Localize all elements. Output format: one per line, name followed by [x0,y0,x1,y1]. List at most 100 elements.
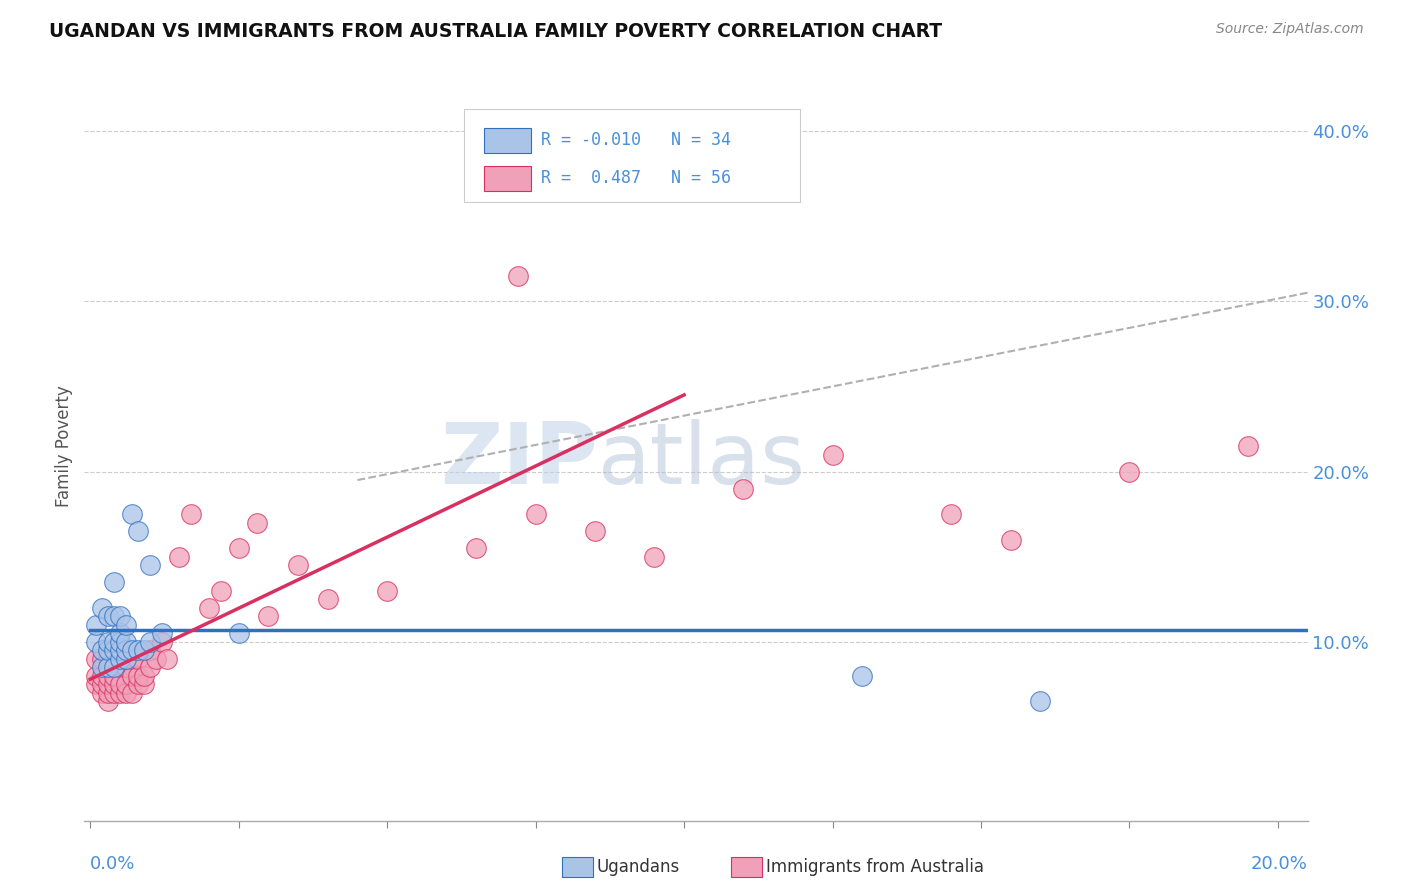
Point [156,652,179,666]
Point [127,677,149,691]
Point [97,643,120,657]
Point [127,524,149,538]
Point [115,660,138,674]
Point [138,558,160,573]
Point [108,643,131,657]
Point [121,652,143,666]
Point [97,694,120,708]
Point [115,677,138,691]
FancyBboxPatch shape [464,109,800,202]
Point [138,660,160,674]
Point [228,541,250,556]
Point [97,669,120,683]
Point [97,686,120,700]
Point [97,652,120,666]
Point [821,448,844,462]
Point [524,507,547,521]
Point [127,652,149,666]
Point [103,660,125,674]
Point [121,669,143,683]
Text: 0.0%: 0.0% [90,855,135,872]
Point [643,549,665,564]
Point [245,516,267,530]
Point [316,592,339,607]
Point [103,609,125,624]
Point [150,635,173,649]
Point [150,626,173,640]
Point [941,507,963,521]
Point [583,524,606,538]
Point [108,660,131,674]
Point [228,626,250,640]
Text: 20.0%: 20.0% [1251,855,1308,872]
Point [103,669,125,683]
Point [138,643,160,657]
Point [108,635,131,649]
Point [115,643,138,657]
Point [209,583,232,598]
Y-axis label: Family Poverty: Family Poverty [55,385,73,507]
Point [121,507,143,521]
Point [84,652,107,666]
Point [97,660,120,674]
Text: atlas: atlas [598,419,806,502]
Point [465,541,488,556]
Point [287,558,309,573]
Text: Immigrants from Australia: Immigrants from Australia [766,858,984,876]
Point [506,268,529,283]
Point [115,617,138,632]
Point [1000,533,1022,547]
Point [97,635,120,649]
Point [91,660,114,674]
Point [91,643,114,657]
Point [127,643,149,657]
Point [132,643,155,657]
Text: Ugandans: Ugandans [596,858,679,876]
Point [97,609,120,624]
Point [257,609,280,624]
Point [97,677,120,691]
Point [1118,465,1140,479]
Point [84,669,107,683]
Point [115,686,138,700]
Text: R = -0.010   N = 34: R = -0.010 N = 34 [541,131,731,149]
Point [84,677,107,691]
Point [132,677,155,691]
Point [121,686,143,700]
Point [108,626,131,640]
Point [1237,439,1260,453]
Point [108,677,131,691]
Point [121,643,143,657]
Point [103,686,125,700]
Point [91,677,114,691]
Point [145,652,167,666]
Point [127,669,149,683]
Bar [484,166,531,191]
Point [84,635,107,649]
Point [108,686,131,700]
Point [115,635,138,649]
Point [138,635,160,649]
Point [91,669,114,683]
Point [375,583,398,598]
Point [91,686,114,700]
Point [91,652,114,666]
Bar [484,128,531,153]
Point [733,482,755,496]
Point [103,575,125,590]
Point [84,617,107,632]
Point [91,600,114,615]
Point [132,669,155,683]
Point [103,635,125,649]
Point [108,643,131,657]
Text: Source: ZipAtlas.com: Source: ZipAtlas.com [1216,22,1364,37]
Text: UGANDAN VS IMMIGRANTS FROM AUSTRALIA FAMILY POVERTY CORRELATION CHART: UGANDAN VS IMMIGRANTS FROM AUSTRALIA FAM… [49,22,942,41]
Text: R =  0.487   N = 56: R = 0.487 N = 56 [541,169,731,186]
Point [103,677,125,691]
Text: ZIP: ZIP [440,419,598,502]
Point [115,652,138,666]
Point [198,600,221,615]
Point [103,652,125,666]
Point [103,643,125,657]
Point [108,652,131,666]
